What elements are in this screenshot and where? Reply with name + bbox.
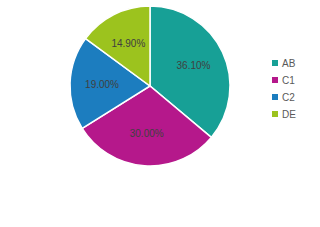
data-label: 30.00% — [130, 128, 164, 139]
legend-swatch — [272, 94, 278, 100]
data-label: 14.90% — [111, 38, 145, 49]
pie-slice — [86, 6, 150, 86]
legend-label: DE — [282, 109, 296, 120]
legend-item: C1 — [272, 75, 295, 86]
chart: 36.10% 30.00% 19.00% 14.90% AB C1 C2 DE — [0, 0, 320, 227]
legend-swatch — [272, 60, 278, 66]
legend-item: DE — [272, 109, 296, 120]
legend-label: C1 — [282, 75, 295, 86]
data-label: 19.00% — [85, 79, 119, 90]
pie — [70, 6, 230, 166]
data-label: 36.10% — [177, 60, 211, 71]
legend-item: C2 — [272, 92, 295, 103]
data-labels: 36.10% 30.00% 19.00% 14.90% — [85, 38, 210, 140]
legend-label: AB — [282, 58, 296, 69]
legend-item: AB — [272, 58, 296, 69]
legend: AB C1 C2 DE — [272, 58, 296, 120]
legend-swatch — [272, 111, 278, 117]
legend-swatch — [272, 77, 278, 83]
legend-label: C2 — [282, 92, 295, 103]
